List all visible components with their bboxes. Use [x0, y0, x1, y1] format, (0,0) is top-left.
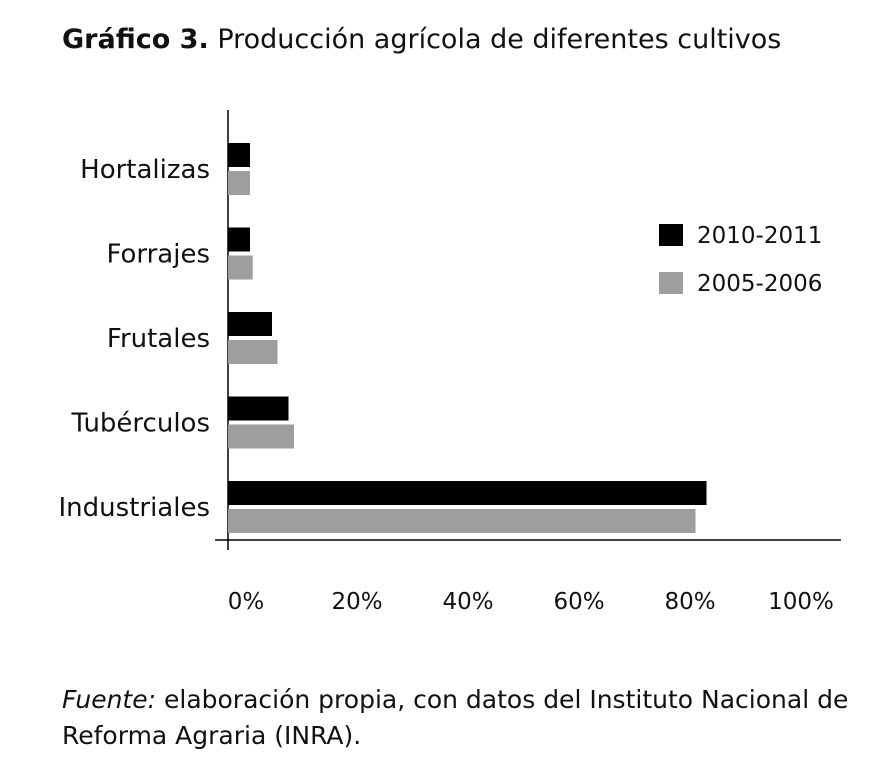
x-tick-label: 0%	[228, 589, 265, 615]
source-label: Fuente:	[62, 685, 157, 714]
category-label: Frutales	[107, 324, 210, 354]
bar-2010-2011-2	[228, 312, 272, 336]
source-note: Fuente: elaboración propia, con datos de…	[62, 682, 862, 754]
legend-label: 2010-2011	[697, 223, 822, 249]
bar-chart: Hortalizas Forrajes Frutales Tubérculos Indu…	[59, 110, 841, 615]
bar-2010-2011-0	[228, 143, 250, 167]
bar-2010-2011-4	[228, 481, 707, 505]
x-tick-label: 20%	[331, 589, 382, 615]
bar-2005-2006-4	[228, 509, 696, 533]
bar-2005-2006-1	[228, 255, 253, 280]
category-label: Tubérculos	[71, 409, 210, 439]
legend-swatch	[659, 272, 683, 294]
source-text: elaboración propia, con datos del Instit…	[62, 685, 849, 750]
category-label: Forrajes	[106, 240, 210, 270]
bar-2010-2011-3	[228, 396, 289, 421]
figure-title: Producción agrícola de diferentes cultiv…	[217, 24, 782, 55]
category-label: Industriales	[59, 493, 210, 523]
figure-label: Gráfico 3.	[62, 24, 209, 55]
legend-label: 2005-2006	[697, 271, 822, 297]
x-tick-label: 40%	[442, 589, 493, 615]
x-tick-label: 100%	[768, 589, 834, 615]
bar-2005-2006-0	[228, 171, 250, 195]
legend-swatch	[659, 224, 683, 246]
x-tick-label: 60%	[553, 589, 604, 615]
bar-2010-2011-1	[228, 227, 250, 252]
chart-title: Gráfico 3. Producción agrícola de difere…	[62, 22, 781, 58]
category-label: Hortalizas	[80, 155, 210, 185]
bar-2005-2006-2	[228, 340, 278, 364]
x-tick-label: 80%	[664, 589, 715, 615]
bar-2005-2006-3	[228, 424, 294, 449]
